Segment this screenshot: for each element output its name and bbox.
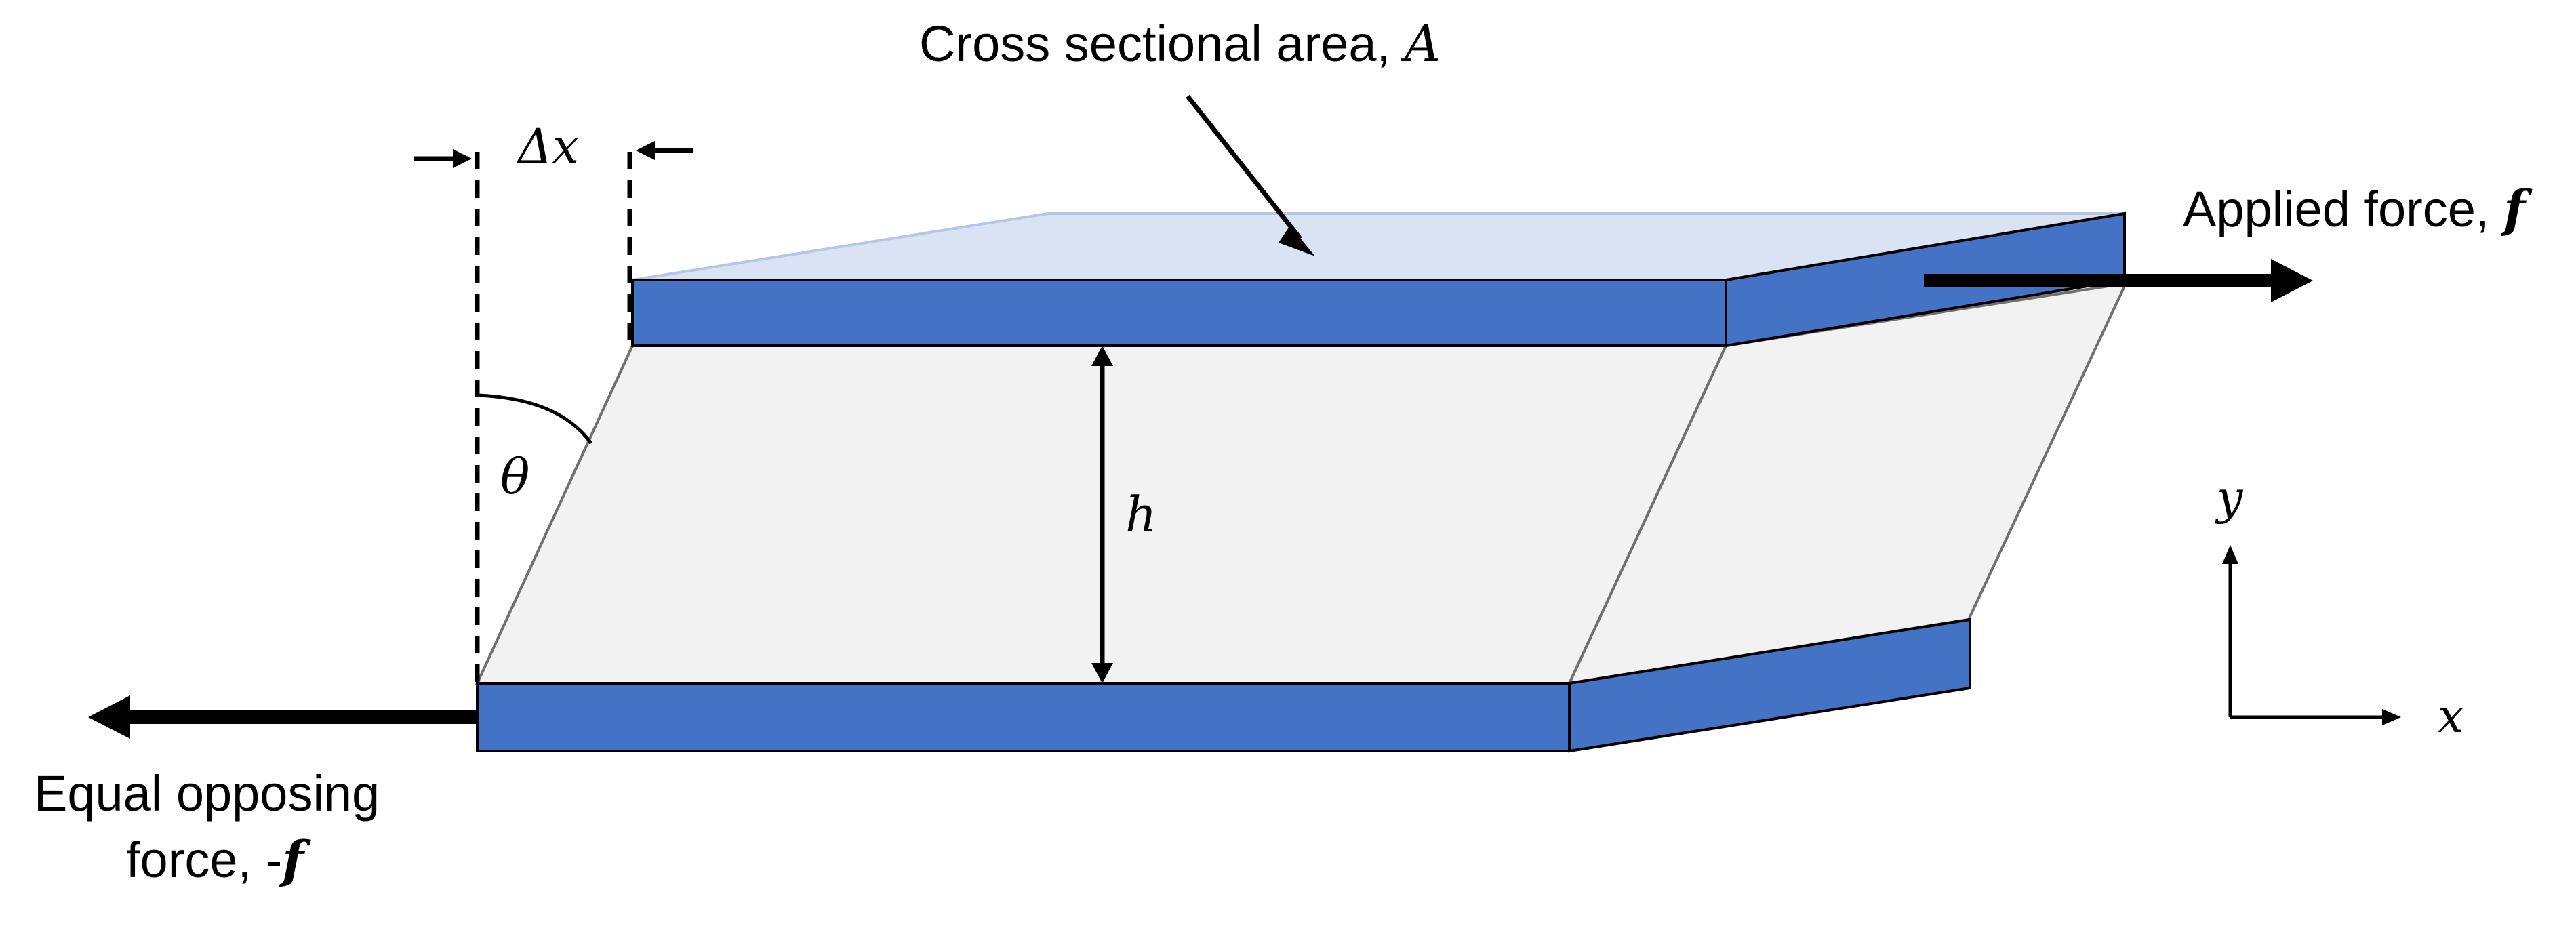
height-label: h: [1125, 486, 1156, 543]
coordinate-axes: [2222, 545, 2401, 725]
opposing-force-arrow: [88, 695, 477, 739]
delta-x-label: Δx: [516, 119, 579, 174]
applied-force-label: Applied force, f: [2183, 180, 2533, 239]
opposing-force-label-line2: force, -f: [126, 831, 311, 889]
y-axis-arrowhead: [2222, 545, 2238, 564]
cross-section-label: Cross sectional area, A: [919, 15, 1441, 73]
theta-angle-arc: [477, 393, 593, 445]
cross-section-pointer: [1186, 94, 1315, 256]
delta-x-arrows: [414, 141, 693, 168]
bottom-plate: [476, 618, 1971, 753]
x-axis-arrowhead: [2382, 709, 2401, 725]
theta-label: θ: [500, 448, 529, 505]
x-axis-label: x: [2438, 690, 2463, 744]
height-arrow: [1091, 346, 1113, 683]
y-axis-label: y: [2215, 472, 2244, 525]
opposing-force-label-line1: Equal opposing: [34, 765, 380, 822]
applied-force-arrow: [1924, 259, 2313, 302]
bottom-plate-front: [476, 682, 1571, 752]
top-plate-front: [631, 279, 1727, 347]
